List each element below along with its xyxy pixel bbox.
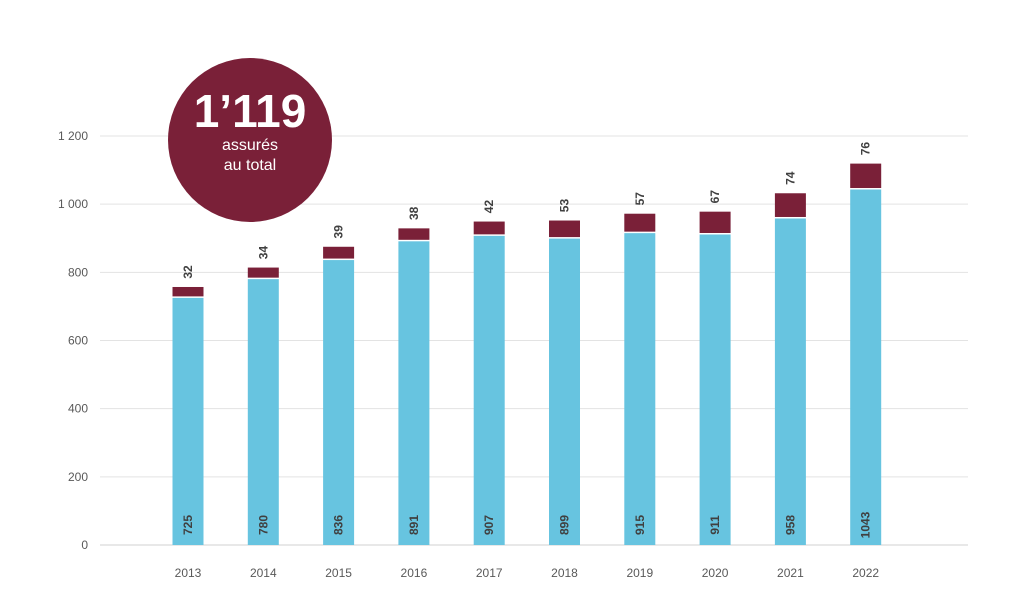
- data-label-top: 32: [181, 265, 195, 279]
- data-label-base: 836: [332, 515, 346, 535]
- data-label-base: 958: [783, 515, 797, 535]
- x-tick-label: 2014: [250, 566, 277, 580]
- data-label-top: 38: [407, 206, 421, 220]
- total-label-line1: assurés: [221, 137, 279, 154]
- data-label-base: 725: [181, 515, 195, 535]
- y-tick-label: 400: [68, 402, 88, 416]
- bar-base: [473, 235, 505, 545]
- data-label-base: 899: [558, 515, 572, 535]
- bar-base: [699, 234, 731, 545]
- bar-base: [774, 218, 806, 545]
- y-tick-label: 0: [81, 538, 88, 552]
- bar-top: [473, 221, 505, 235]
- x-tick-label: 2020: [702, 566, 729, 580]
- bar-top: [624, 213, 656, 232]
- total-badge: 1’119 assurés au total: [168, 58, 332, 222]
- x-tick-label: 2013: [175, 566, 202, 580]
- data-label-top: 74: [783, 171, 797, 185]
- bar-top: [549, 220, 580, 238]
- x-tick-label: 2019: [626, 566, 653, 580]
- x-tick-label: 2017: [476, 566, 503, 580]
- bar-top: [323, 246, 355, 259]
- bar-top: [850, 163, 882, 189]
- x-tick-label: 2016: [401, 566, 428, 580]
- data-label-top: 67: [708, 190, 722, 204]
- bar-base: [247, 279, 279, 545]
- x-tick-label: 2021: [777, 566, 804, 580]
- bar-base: [398, 241, 430, 545]
- bar-base: [172, 297, 204, 545]
- x-tick-label: 2018: [551, 566, 578, 580]
- bar-top: [774, 193, 806, 217]
- data-label-base: 891: [407, 515, 421, 535]
- x-tick-label: 2015: [325, 566, 352, 580]
- data-label-base: 915: [633, 515, 647, 535]
- data-label-top: 39: [332, 225, 346, 239]
- data-label-top: 53: [558, 199, 572, 213]
- total-label-line2: au total: [223, 157, 277, 174]
- data-label-base: 1043: [859, 511, 873, 538]
- y-tick-label: 800: [68, 265, 88, 279]
- bar-base: [624, 233, 656, 545]
- data-label-top: 76: [859, 142, 873, 156]
- data-label-top: 42: [482, 200, 496, 214]
- bar-base: [323, 260, 355, 545]
- bar-top: [398, 228, 430, 240]
- data-label-top: 57: [633, 192, 647, 206]
- data-label-base: 907: [482, 515, 496, 535]
- y-tick-label: 1 000: [58, 197, 88, 211]
- total-value: 1’119: [193, 85, 307, 137]
- bar-base: [549, 238, 580, 546]
- x-tick-label: 2022: [852, 566, 879, 580]
- bar-top: [172, 286, 204, 297]
- bar-top: [699, 211, 731, 234]
- y-tick-label: 1 200: [58, 129, 88, 143]
- data-label-top: 34: [256, 246, 270, 260]
- y-tick-label: 600: [68, 334, 88, 348]
- bar-base: [850, 189, 882, 545]
- data-label-base: 911: [708, 515, 722, 535]
- data-label-base: 780: [256, 515, 270, 535]
- bar-top: [247, 267, 279, 278]
- y-tick-label: 200: [68, 470, 88, 484]
